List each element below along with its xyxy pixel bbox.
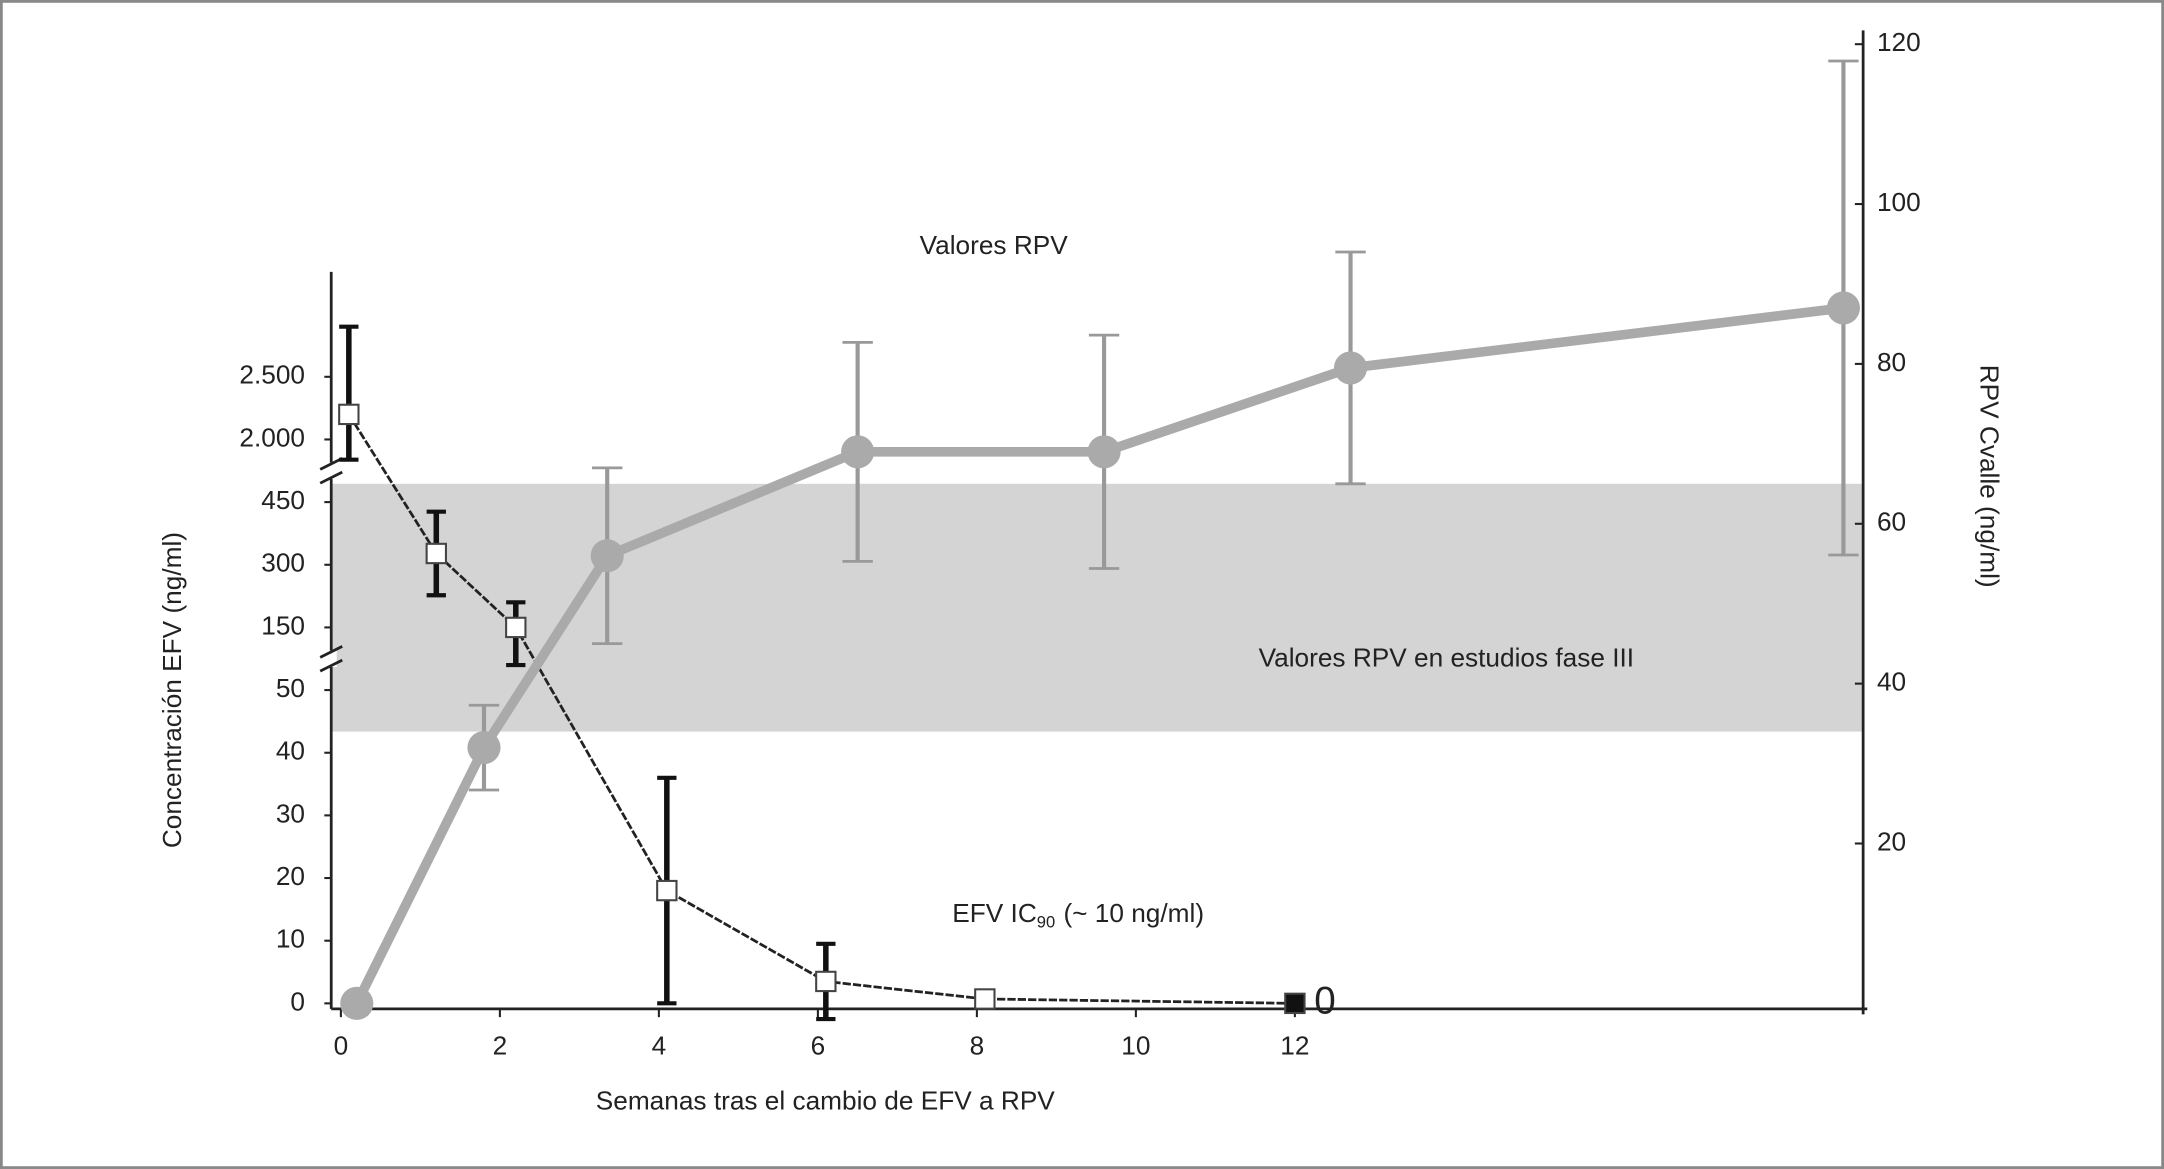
x-tick-label: 8 xyxy=(970,1030,985,1060)
axis-break-mark xyxy=(319,457,343,471)
x-tick-label: 0 xyxy=(334,1030,349,1060)
y2-tick-label: 20 xyxy=(1877,826,1906,856)
y2-tick-label: 120 xyxy=(1877,27,1921,57)
y-tick-label: 20 xyxy=(276,861,305,891)
data-point xyxy=(1826,291,1860,325)
data-point xyxy=(467,731,501,765)
x-tick-label: 4 xyxy=(652,1030,667,1060)
annotation-subscript: 90 xyxy=(1037,913,1055,932)
data-point xyxy=(1284,992,1306,1015)
data-point xyxy=(425,542,447,565)
x-tick-label: 12 xyxy=(1280,1030,1309,1060)
x-tick-label: 10 xyxy=(1121,1030,1150,1060)
axis-break-mark xyxy=(319,645,343,659)
x-tick-label: 6 xyxy=(811,1030,826,1060)
data-point xyxy=(505,616,527,639)
data-point xyxy=(1333,351,1368,385)
y-tick-label: 50 xyxy=(276,673,305,703)
annotation: Valores RPV xyxy=(920,230,1069,260)
y-tick-label: 2.000 xyxy=(239,422,305,452)
data-point xyxy=(1087,435,1121,469)
data-label: 0 xyxy=(1314,980,1335,1023)
y-tick-label: 30 xyxy=(276,798,305,828)
y2-tick-label: 60 xyxy=(1877,507,1906,537)
y-tick-label: 150 xyxy=(261,610,305,640)
reference-band xyxy=(331,483,1864,732)
data-point xyxy=(815,970,837,993)
y2-tick-label: 100 xyxy=(1877,187,1921,217)
y2-tick-label: 80 xyxy=(1877,347,1906,377)
data-point xyxy=(656,879,678,902)
annotation: EFV IC90 (~ 10 ng/ml) xyxy=(952,898,1204,932)
y-tick-label: 2.500 xyxy=(239,360,305,390)
axis-break-gap xyxy=(325,462,337,480)
y-tick-label: 450 xyxy=(261,485,305,515)
y-tick-label: 40 xyxy=(276,736,305,766)
annotation-part: (~ 10 ng/ml) xyxy=(1063,898,1204,928)
data-point xyxy=(590,539,624,573)
x-axis-label: Semanas tras el cambio de EFV a RPV xyxy=(596,1086,1056,1116)
data-point xyxy=(974,988,996,1010)
axis-break-mark xyxy=(319,658,343,673)
y-tick-label: 10 xyxy=(276,924,305,954)
y2-axis-label: RPV Cvalle (ng/ml) xyxy=(1974,365,2004,588)
y-tick-label: 0 xyxy=(290,986,305,1016)
axis-break-mark xyxy=(319,470,343,485)
band-label: Valores RPV en estudios fase III xyxy=(1259,643,1635,673)
data-point xyxy=(338,403,360,426)
data-point xyxy=(340,986,374,1020)
data-point xyxy=(841,435,875,469)
axis-break-gap xyxy=(325,650,337,668)
x-tick-label: 2 xyxy=(493,1030,508,1060)
y-tick-label: 300 xyxy=(261,548,305,578)
y2-tick-label: 40 xyxy=(1877,667,1906,697)
annotation-part: EFV IC xyxy=(952,898,1037,928)
y-axis-label: Concentración EFV (ng/ml) xyxy=(157,532,187,848)
